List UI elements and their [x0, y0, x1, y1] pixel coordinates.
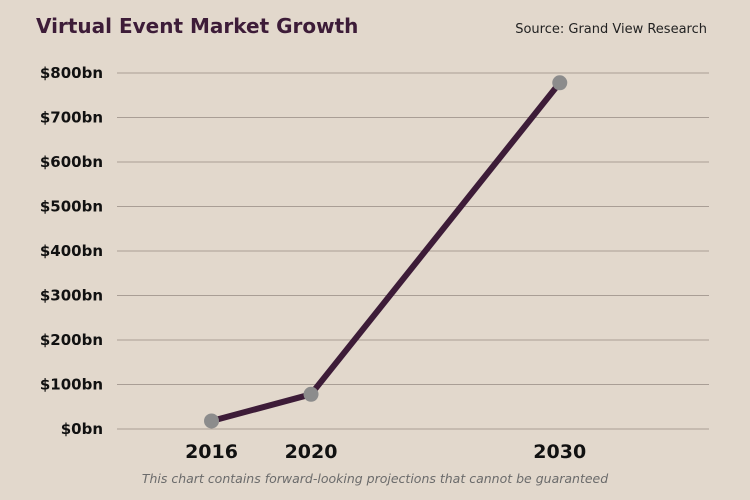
series-group [204, 75, 568, 429]
x-tick-label: 2030 [533, 441, 586, 463]
series-line [208, 79, 563, 424]
data-point [204, 413, 220, 429]
data-point [552, 75, 568, 91]
y-tick-label: $800bn [40, 64, 103, 82]
y-axis-ticks: $0bn $100bn $200bn $300bn $400bn $500bn $600bn… [40, 64, 103, 438]
footnote: This chart contains forward-looking proj… [141, 471, 609, 486]
y-tick-label: $600bn [40, 153, 103, 171]
y-tick-label: $400bn [40, 242, 103, 260]
gridlines [117, 72, 709, 430]
y-tick-label: $300bn [40, 287, 103, 305]
source-note: Source: Grand View Research [515, 22, 707, 37]
chart-title: Virtual Event Market Growth [36, 14, 359, 38]
y-tick-label: $700bn [40, 109, 103, 127]
y-tick-label: $100bn [40, 376, 103, 394]
x-tick-label: 2020 [285, 441, 338, 463]
y-tick-label: $0bn [61, 420, 103, 438]
x-tick-label: 2016 [185, 441, 238, 463]
y-tick-label: $200bn [40, 331, 103, 349]
data-point [303, 386, 319, 402]
x-axis-ticks: 2016 2020 2030 [185, 441, 586, 463]
y-tick-label: $500bn [40, 198, 103, 216]
